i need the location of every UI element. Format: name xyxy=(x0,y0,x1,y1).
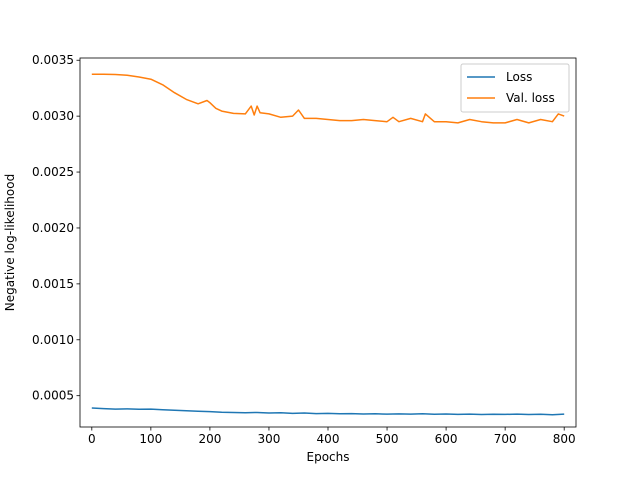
y-axis-ticks: 0.0005 0.0010 0.0015 0.0020 0.0025 0.0030 0.00… xyxy=(32,53,80,403)
y-tick-label: 0.0025 xyxy=(32,165,74,179)
x-axis-ticks: 0 100 200 300 400 500 600 700 800 xyxy=(88,427,576,446)
y-tick-label: 0.0010 xyxy=(32,333,74,347)
y-axis-label: Negative log-likelihood xyxy=(3,174,17,311)
x-tick-label: 800 xyxy=(553,432,576,446)
series-line-1 xyxy=(91,73,565,124)
series-line-0 xyxy=(91,407,565,416)
legend: Loss Val. loss xyxy=(460,63,570,113)
x-tick-label: 700 xyxy=(494,432,517,446)
plot-frame xyxy=(79,57,577,428)
x-tick-label: 600 xyxy=(435,432,458,446)
y-tick-label: 0.0015 xyxy=(32,277,74,291)
x-tick-label: 0 xyxy=(88,432,96,446)
y-tick-label: 0.0035 xyxy=(32,53,74,67)
legend-label-0: Loss xyxy=(506,70,532,84)
legend-frame xyxy=(460,63,570,113)
y-tick-label: 0.0030 xyxy=(32,109,74,123)
x-tick-label: 500 xyxy=(376,432,399,446)
x-tick-label: 200 xyxy=(198,432,221,446)
x-axis-label: Epochs xyxy=(307,450,350,464)
legend-label-1: Val. loss xyxy=(506,91,555,105)
x-tick-label: 100 xyxy=(139,432,162,446)
y-tick-label: 0.0020 xyxy=(32,221,74,235)
plot-lines xyxy=(91,73,565,416)
x-tick-label: 300 xyxy=(257,432,280,446)
y-tick-label: 0.0005 xyxy=(32,389,74,403)
x-tick-label: 400 xyxy=(317,432,340,446)
